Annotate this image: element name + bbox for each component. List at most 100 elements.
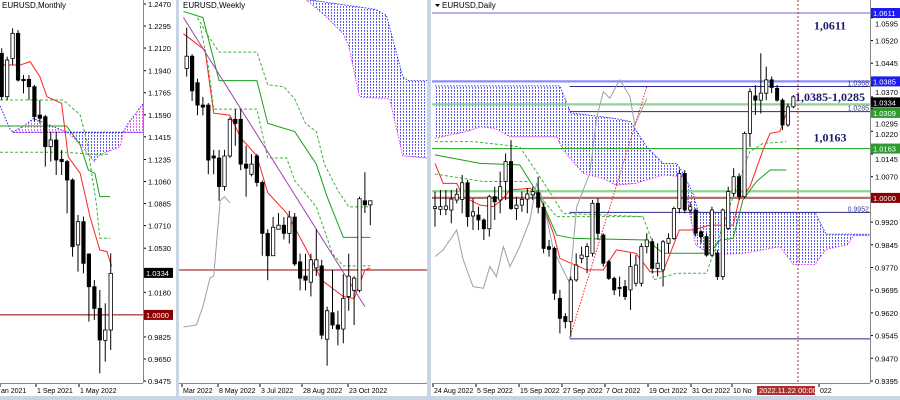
price-tick-label: 1.0530 (148, 244, 171, 253)
senkou-span-a-line (12, 118, 68, 133)
bear-candle-body (70, 179, 75, 248)
bear-candle-body (509, 161, 514, 209)
monthly-chart-window[interactable] (0, 0, 176, 400)
chart-menu-triangle-icon[interactable] (435, 4, 440, 7)
bull-candle-body (108, 272, 113, 331)
candle (108, 253, 113, 351)
bear-candle-body (492, 196, 497, 203)
bear-candle-body (601, 234, 606, 264)
time-tick-label: 10 No (733, 388, 752, 395)
price-tick-label: 0.9475 (148, 377, 171, 386)
candle (742, 131, 747, 199)
candle (26, 74, 32, 101)
bear-candle-body (715, 252, 720, 277)
candle (216, 149, 222, 201)
candle (590, 200, 595, 257)
price-label: 1.0334 (871, 97, 900, 108)
candle (32, 84, 37, 122)
candle (644, 233, 649, 254)
candle (612, 276, 617, 296)
candle (574, 253, 579, 282)
candle (21, 74, 26, 94)
price-tick-label: 1.0595 (875, 20, 898, 29)
candle (671, 206, 676, 240)
price-tick-label: 1.0295 (875, 119, 898, 128)
bear-candle-body (330, 312, 335, 326)
candle (585, 243, 590, 274)
price-tick-label: 0.9770 (875, 263, 898, 272)
senkou-span-a-line (307, 0, 427, 82)
candle (368, 200, 373, 226)
candle (5, 56, 10, 101)
bull-candle-body (222, 155, 227, 187)
bull-candle-body (184, 55, 189, 69)
chikou-line (183, 195, 231, 328)
bull-candle-body (368, 200, 373, 206)
candle (764, 66, 769, 101)
candle (10, 28, 15, 66)
price-label-text: 1.0334 (873, 98, 896, 107)
candle (731, 168, 736, 197)
price-tick-label: 1.0445 (875, 59, 898, 68)
price-tick-label: 1.0070 (875, 173, 898, 182)
candle (775, 85, 780, 102)
time-tick-label: 7 Oct 2022 (606, 388, 640, 395)
candle (536, 176, 541, 214)
price-label-bg (871, 107, 900, 118)
bull-candle-body (443, 205, 448, 210)
candle (579, 246, 584, 264)
candle (75, 214, 81, 272)
bear-candle-body (292, 216, 297, 265)
bull-candle-body (742, 133, 747, 198)
time-tick-label: 022 (820, 388, 832, 395)
candle (335, 310, 341, 346)
kijun-line (183, 10, 371, 238)
bull-candle-body (460, 182, 465, 200)
bull-candle-body (454, 193, 459, 201)
bull-candle-body (747, 91, 752, 134)
bear-candle-body (97, 307, 102, 341)
bull-candle-body (633, 264, 638, 284)
bull-candle-body (585, 246, 590, 257)
ichimoku-cloud (306, 0, 427, 159)
span-line (199, 25, 371, 267)
price-label-text: 1.0163 (873, 145, 896, 154)
candle (503, 153, 508, 201)
bull-candle-body (519, 199, 524, 206)
time-tick-label: 31 Oct 2022 (692, 388, 730, 395)
time-tick-label: 28 Aug 2022 (303, 388, 342, 395)
bear-candle-body (536, 192, 541, 208)
bear-candle-body (769, 79, 774, 88)
panel-splitter[interactable] (176, 0, 179, 400)
daily-plot-area: 1.0368 1.0285 0.9952 (432, 12, 870, 340)
bear-candle-body (195, 82, 200, 106)
candle (498, 171, 503, 214)
candle (97, 289, 102, 374)
price-tick-label: 1.1765 (148, 89, 171, 98)
panel-splitter[interactable] (427, 0, 431, 400)
candle (287, 210, 292, 244)
time-tick-label: 23 Oct 2022 (349, 388, 387, 395)
bear-candle-body (81, 221, 86, 264)
span-line (0, 151, 111, 156)
candle (481, 218, 486, 240)
candle (557, 289, 562, 334)
candle (357, 196, 362, 293)
bear-candle-body (32, 86, 37, 118)
bear-candle-body (260, 182, 265, 234)
candle (324, 306, 330, 366)
bull-candle-body (487, 196, 492, 230)
bear-candle-body (563, 316, 568, 323)
bear-candle-body (737, 176, 742, 198)
bear-candle-body (682, 172, 687, 211)
tenkan-line (183, 33, 371, 300)
price-label-bg (871, 76, 900, 87)
level-label: 0.9952 (848, 206, 870, 213)
candle (780, 98, 785, 131)
price-label-bg (144, 309, 173, 320)
bull-candle-body (308, 259, 314, 283)
candle (563, 313, 568, 329)
candle (704, 233, 709, 257)
monthly-plot-area (0, 28, 143, 374)
candle (330, 270, 335, 330)
